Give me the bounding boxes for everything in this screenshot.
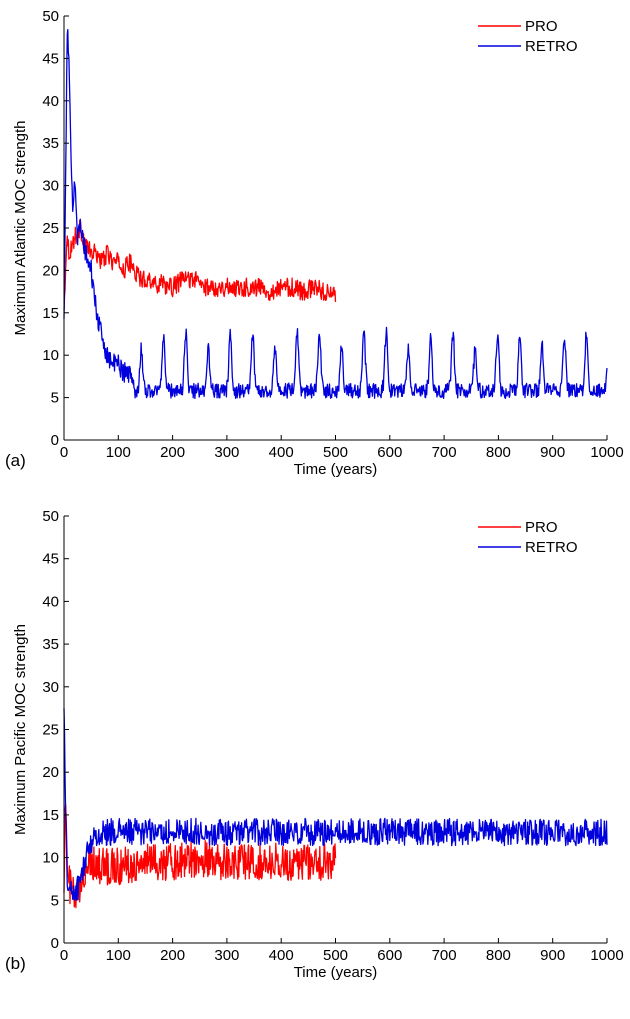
x-tick-label: 800 (486, 444, 511, 461)
x-tick-label: 1000 (590, 947, 623, 964)
x-tick-label: 900 (540, 947, 565, 964)
x-tick-label: 200 (160, 444, 185, 461)
x-tick-label: 600 (377, 947, 402, 964)
x-tick-label: 500 (323, 444, 348, 461)
panel-label: (a) (5, 451, 26, 470)
x-tick-label: 200 (160, 947, 185, 964)
series-line-retro (63, 28, 608, 400)
x-axis-label: Time (years) (294, 461, 378, 478)
y-tick-label: 0 (51, 432, 59, 449)
y-tick-label: 5 (51, 390, 59, 407)
x-tick-label: 0 (60, 947, 68, 964)
x-tick-label: 500 (323, 947, 348, 964)
x-tick-label: 600 (377, 444, 402, 461)
legend-label: RETRO (525, 539, 578, 556)
x-tick-label: 900 (540, 444, 565, 461)
legend: PRO RETRO (478, 18, 578, 55)
series-line-pro (63, 219, 337, 311)
x-tick-label: 0 (60, 444, 68, 461)
x-tick-label: 100 (106, 947, 131, 964)
x-tick-label: 400 (269, 444, 294, 461)
y-axis-label: Maximum Pacific MOC strength (12, 624, 29, 835)
y-tick-label: 0 (51, 935, 59, 952)
y-tick-label: 50 (42, 508, 59, 525)
y-tick-label: 40 (42, 593, 59, 610)
x-tick-label: 1000 (590, 444, 623, 461)
x-tick-label: 700 (432, 444, 457, 461)
y-axis-label: Maximum Atlantic MOC strength (12, 120, 29, 335)
y-tick-label: 20 (42, 764, 59, 781)
x-tick-label: 100 (106, 444, 131, 461)
y-tick-label: 10 (42, 347, 59, 364)
x-tick-label: 300 (214, 444, 239, 461)
y-tick-label: 25 (42, 722, 59, 739)
chart-panel-2: 0 100 200 300 400 500 600 700 800 900 1000 0 5 10 15 20… (5, 508, 624, 981)
y-tick-label: 45 (42, 50, 59, 67)
y-tick-label: 45 (42, 551, 59, 568)
y-tick-label: 5 (51, 892, 59, 909)
series-line-retro (63, 708, 608, 901)
panel-label: (b) (5, 954, 26, 973)
x-tick-label: 800 (486, 947, 511, 964)
legend-label: PRO (525, 18, 558, 35)
x-tick-label: 700 (432, 947, 457, 964)
legend-label: RETRO (525, 38, 578, 55)
y-tick-label: 35 (42, 135, 59, 152)
legend: PRO RETRO (478, 519, 578, 556)
y-tick-label: 30 (42, 679, 59, 696)
x-tick-label: 300 (214, 947, 239, 964)
y-tick-label: 15 (42, 807, 59, 824)
series-line-pro (63, 803, 337, 909)
y-tick-label: 15 (42, 305, 59, 322)
y-tick-label: 40 (42, 93, 59, 110)
y-tick-label: 50 (42, 8, 59, 25)
y-tick-label: 25 (42, 220, 59, 237)
x-tick-label: 400 (269, 947, 294, 964)
y-tick-label: 10 (42, 850, 59, 867)
legend-label: PRO (525, 519, 558, 536)
y-tick-label: 20 (42, 262, 59, 279)
y-tick-label: 30 (42, 178, 59, 195)
chart-panel-1: 0 100 200 300 400 500 600 700 800 900 1000 0 5 10 15 20… (5, 8, 624, 478)
x-axis-label: Time (years) (294, 964, 378, 981)
y-tick-label: 35 (42, 636, 59, 653)
